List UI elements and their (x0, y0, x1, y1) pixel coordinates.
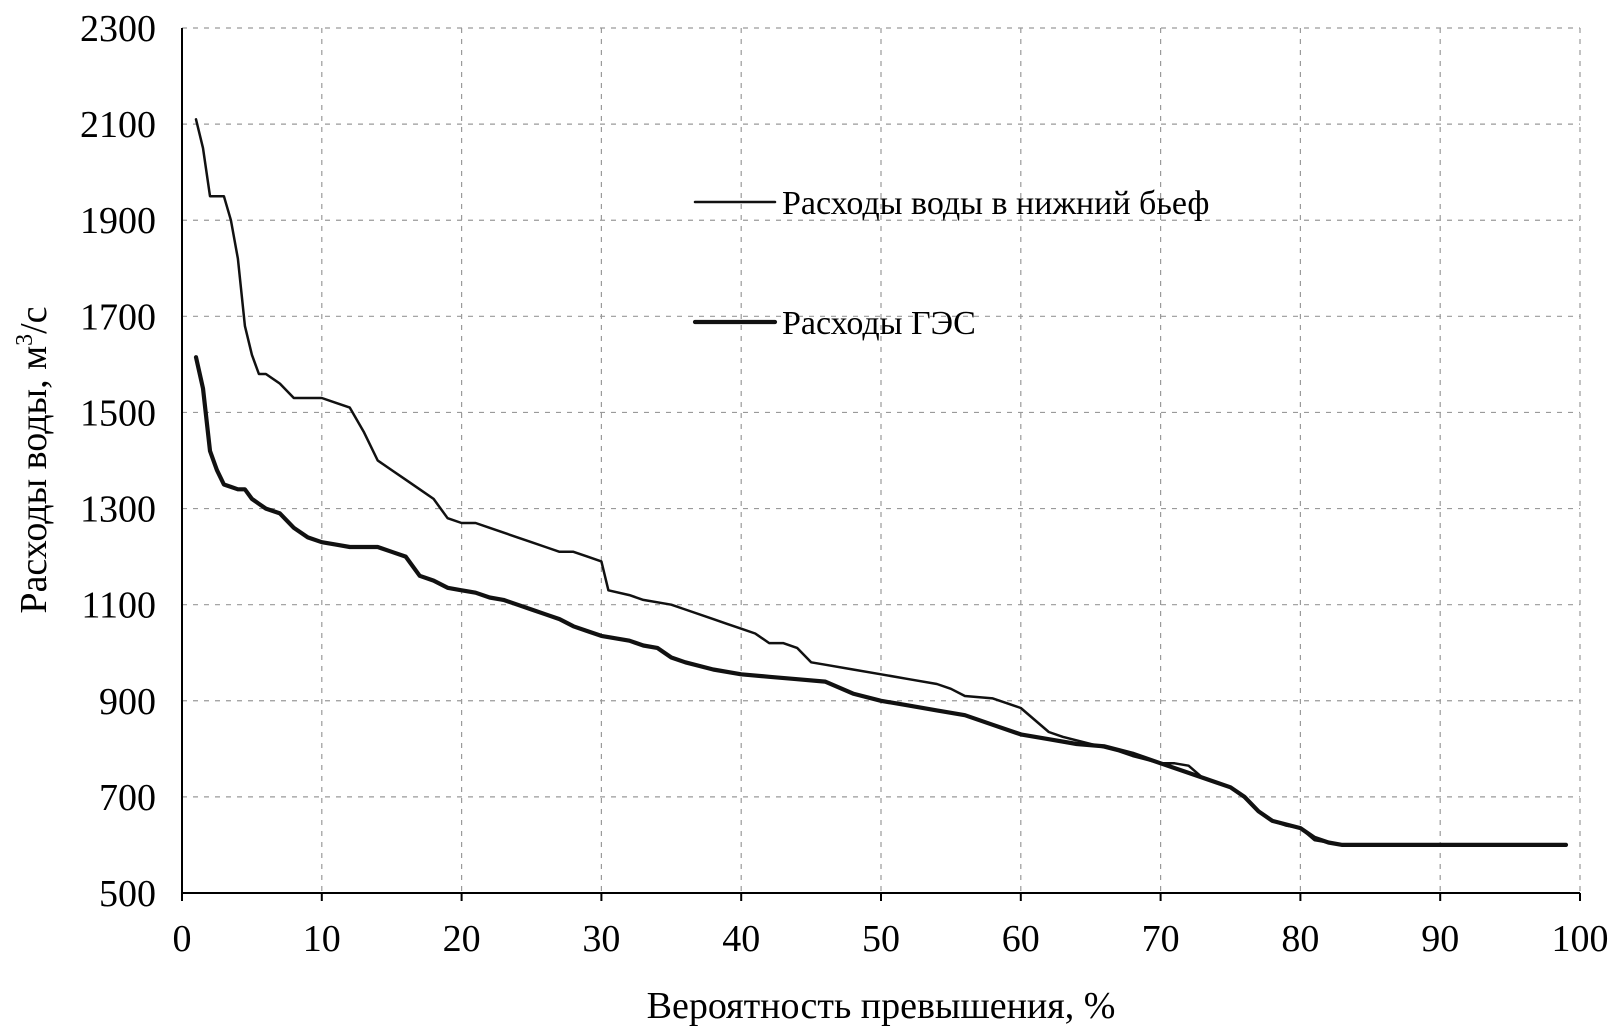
x-tick-label-80: 80 (1281, 918, 1319, 960)
y-tick-label-1300: 1300 (80, 489, 156, 531)
y-tick-label-2100: 2100 (80, 104, 156, 146)
y-axis-title-unit: /с (13, 306, 55, 333)
y-tick-label-500: 500 (99, 873, 156, 915)
x-tick-label-40: 40 (722, 918, 760, 960)
y-axis-title: Расходы воды, м3/с (12, 306, 55, 613)
y-axis-title-superscript: 3 (12, 334, 38, 346)
legend-label-1: Расходы воды в нижний бьеф (782, 185, 1209, 222)
x-tick-label-60: 60 (1002, 918, 1040, 960)
x-tick-label-10: 10 (303, 918, 341, 960)
axes (181, 28, 1580, 894)
y-tick-label-2300: 2300 (80, 8, 156, 50)
x-tick-label-30: 30 (582, 918, 620, 960)
legend: Расходы воды в нижний бьеф Расходы ГЭС (692, 185, 1209, 342)
y-tick-label-1500: 1500 (80, 392, 156, 434)
y-tick-labels: 500 700 900 1100 1300 1500 1700 1900 2100 2300 (80, 8, 156, 915)
y-tick-label-1900: 1900 (80, 200, 156, 242)
x-tick-label-20: 20 (443, 918, 481, 960)
x-tick-label-90: 90 (1421, 918, 1459, 960)
x-tick-label-0: 0 (173, 918, 192, 960)
x-tick-labels: 0 10 20 30 40 50 60 70 80 90 100 (173, 918, 1609, 960)
y-axis-title-main: Расходы воды, м (13, 346, 55, 614)
y-tick-label-700: 700 (99, 777, 156, 819)
x-tick-label-70: 70 (1142, 918, 1180, 960)
y-tick-label-1100: 1100 (81, 585, 156, 627)
legend-label-2: Расходы ГЭС (782, 305, 976, 342)
x-tick-label-50: 50 (862, 918, 900, 960)
series-line-2 (193, 355, 1569, 847)
y-tick-label-1700: 1700 (80, 296, 156, 338)
x-axis-title: Вероятность превышения, % (647, 985, 1116, 1027)
y-tick-label-900: 900 (99, 681, 156, 723)
x-tick-label-100: 100 (1552, 918, 1609, 960)
series-lines (193, 118, 1569, 847)
grid (181, 27, 1581, 901)
